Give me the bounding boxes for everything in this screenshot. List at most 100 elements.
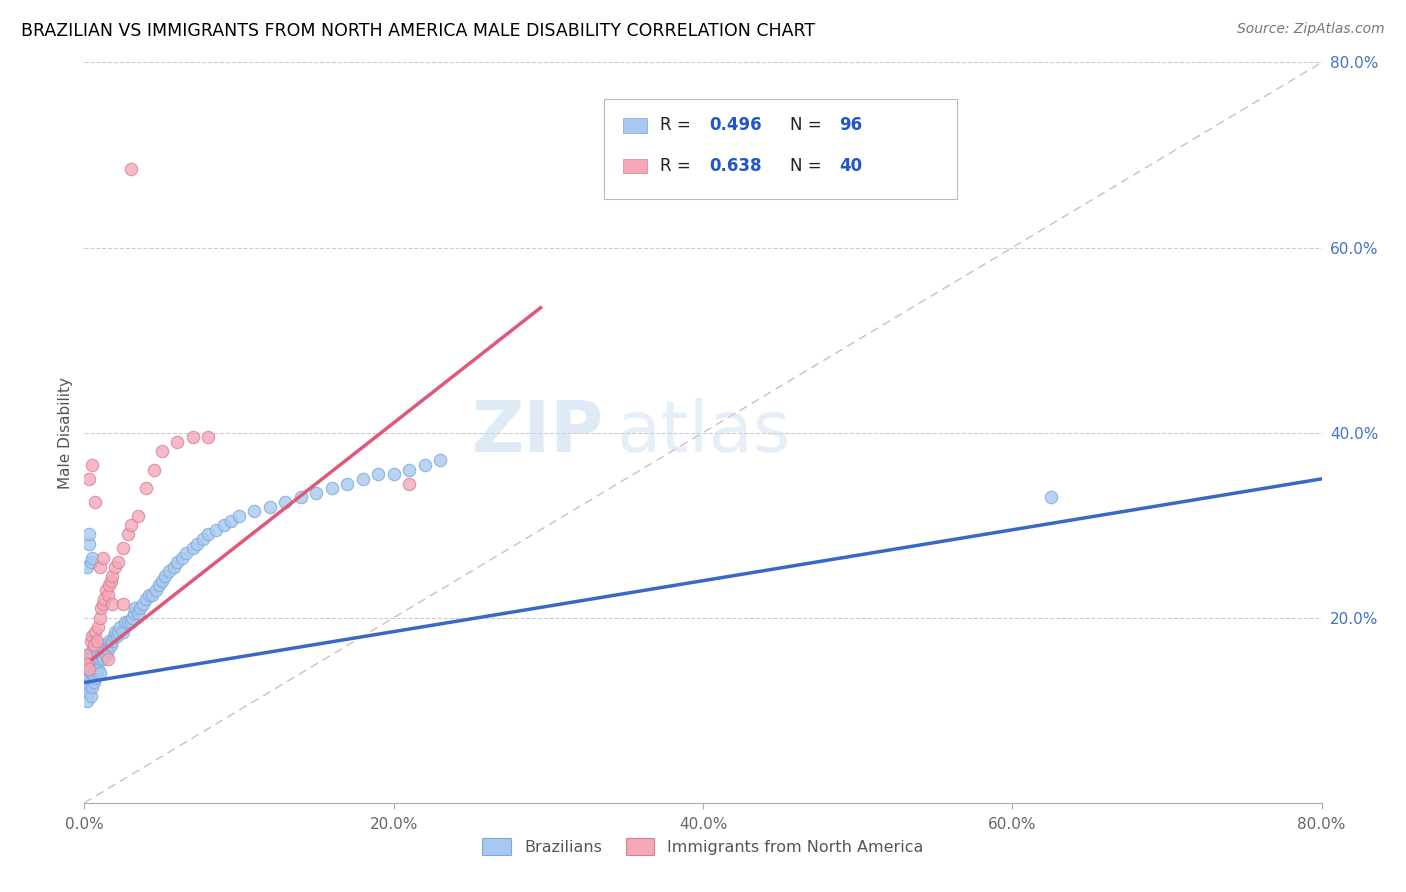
- Text: 40: 40: [839, 157, 862, 175]
- Point: [290, 491, 312, 505]
- Point: [82, 643, 104, 657]
- Point: [79, 690, 101, 704]
- Point: [101, 597, 124, 611]
- Point: [141, 588, 163, 602]
- Point: [83, 675, 105, 690]
- Point: [117, 527, 139, 541]
- Point: [75, 648, 97, 662]
- Text: atlas: atlas: [616, 398, 790, 467]
- Text: N =: N =: [790, 116, 827, 135]
- Point: [83, 662, 105, 676]
- Point: [84, 657, 107, 671]
- Text: ZIP: ZIP: [472, 398, 605, 467]
- Point: [186, 536, 208, 550]
- Point: [86, 652, 108, 666]
- Text: 96: 96: [839, 116, 862, 135]
- Text: 0.638: 0.638: [709, 157, 762, 175]
- Point: [89, 559, 111, 574]
- Point: [76, 559, 98, 574]
- Point: [77, 671, 100, 685]
- Point: [100, 639, 122, 653]
- Point: [112, 624, 135, 639]
- Point: [87, 620, 110, 634]
- Point: [77, 472, 100, 486]
- Point: [166, 555, 188, 569]
- Point: [76, 680, 98, 694]
- Point: [103, 629, 125, 643]
- Point: [112, 597, 135, 611]
- Point: [77, 657, 100, 671]
- Point: [176, 546, 198, 560]
- Point: [150, 444, 173, 458]
- Text: Source: ZipAtlas.com: Source: ZipAtlas.com: [1237, 22, 1385, 37]
- Point: [79, 666, 101, 681]
- Point: [91, 639, 114, 653]
- Point: [132, 597, 155, 611]
- Point: [75, 666, 97, 681]
- Point: [86, 666, 108, 681]
- Point: [398, 476, 420, 491]
- Point: [83, 648, 105, 662]
- Point: [86, 639, 108, 653]
- Point: [150, 574, 173, 588]
- Point: [86, 633, 108, 648]
- Point: [367, 467, 389, 482]
- Point: [1039, 491, 1063, 505]
- Point: [122, 606, 145, 620]
- Point: [82, 652, 104, 666]
- Point: [75, 657, 97, 671]
- Point: [124, 601, 146, 615]
- Point: [163, 559, 186, 574]
- Point: [228, 508, 250, 523]
- Point: [159, 565, 180, 579]
- Point: [77, 536, 100, 550]
- Point: [79, 652, 101, 666]
- Point: [76, 657, 98, 671]
- Legend: Brazilians, Immigrants from North America: Brazilians, Immigrants from North Americ…: [477, 832, 929, 862]
- Point: [105, 629, 128, 643]
- Point: [77, 685, 100, 699]
- Point: [96, 588, 118, 602]
- Point: [76, 694, 98, 708]
- Point: [89, 652, 111, 666]
- Point: [93, 592, 115, 607]
- Point: [219, 514, 242, 528]
- Point: [82, 458, 104, 472]
- FancyBboxPatch shape: [623, 118, 647, 133]
- Point: [89, 639, 111, 653]
- Point: [181, 430, 204, 444]
- Point: [91, 597, 114, 611]
- Text: N =: N =: [790, 157, 827, 175]
- Point: [82, 680, 104, 694]
- Text: R =: R =: [659, 116, 696, 135]
- Point: [98, 578, 121, 592]
- Point: [75, 675, 97, 690]
- Point: [321, 481, 343, 495]
- Point: [91, 652, 114, 666]
- Point: [96, 652, 118, 666]
- Point: [170, 550, 193, 565]
- Point: [90, 648, 112, 662]
- Point: [82, 550, 104, 565]
- Point: [89, 666, 111, 681]
- Point: [94, 648, 117, 662]
- Point: [135, 592, 157, 607]
- Point: [98, 633, 121, 648]
- Point: [352, 472, 374, 486]
- Point: [76, 662, 98, 676]
- Point: [96, 639, 118, 653]
- Point: [100, 574, 122, 588]
- Point: [96, 643, 118, 657]
- Point: [413, 458, 436, 472]
- Point: [108, 620, 131, 634]
- Point: [101, 569, 124, 583]
- Point: [76, 652, 98, 666]
- Point: [84, 495, 107, 509]
- Point: [120, 615, 142, 630]
- Point: [243, 504, 266, 518]
- Point: [107, 624, 129, 639]
- Point: [104, 624, 127, 639]
- Point: [94, 582, 117, 597]
- Point: [305, 485, 328, 500]
- Point: [77, 648, 100, 662]
